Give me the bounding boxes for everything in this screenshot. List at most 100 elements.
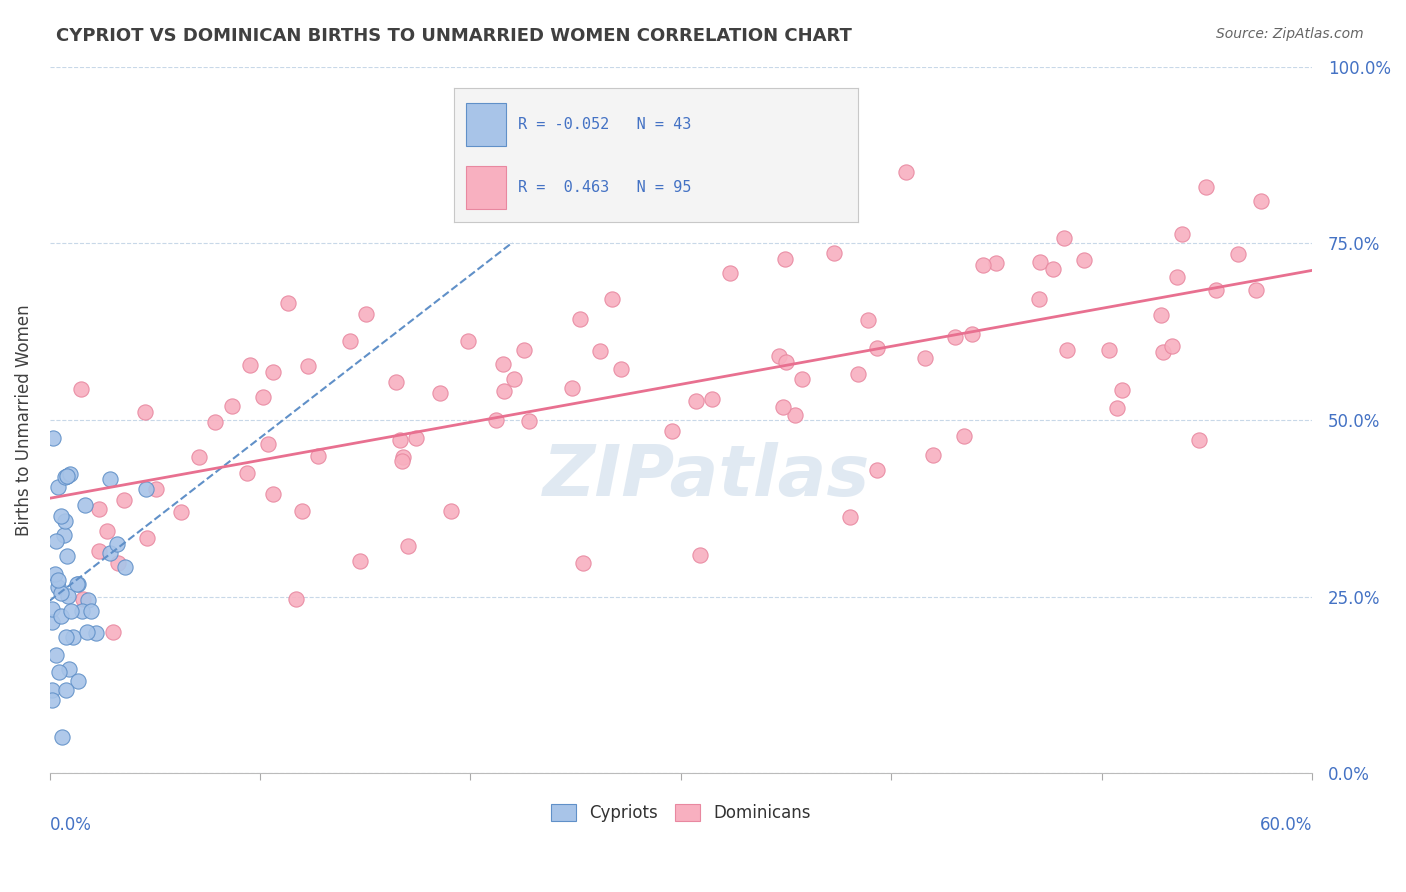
Point — [114, 559, 136, 574]
Point — [45, 648, 67, 662]
Point — [80, 603, 103, 617]
Point — [1073, 253, 1095, 268]
Point — [53, 470, 76, 484]
Point — [69, 382, 91, 396]
Point — [45, 533, 67, 548]
Point — [107, 557, 129, 571]
Point — [1111, 383, 1133, 397]
Point — [1056, 343, 1078, 358]
Point — [773, 252, 796, 266]
Point — [768, 349, 790, 363]
Point — [221, 399, 243, 413]
Point — [1107, 401, 1129, 415]
Point — [187, 450, 209, 465]
Point — [775, 354, 797, 368]
Point — [297, 359, 319, 373]
Point — [252, 390, 274, 404]
Point — [385, 375, 408, 389]
Point — [856, 313, 879, 327]
Point — [609, 362, 631, 376]
Point — [339, 334, 361, 348]
Point — [290, 504, 312, 518]
Point — [55, 630, 77, 644]
Point — [896, 165, 918, 179]
Point — [51, 609, 73, 624]
Point — [391, 454, 413, 468]
Point — [972, 258, 994, 272]
Point — [922, 448, 945, 462]
Point — [502, 372, 524, 386]
Point — [59, 467, 82, 482]
Point — [58, 661, 80, 675]
Point — [1194, 180, 1216, 194]
Point — [494, 384, 516, 398]
Point — [513, 343, 536, 357]
Point — [277, 296, 299, 310]
Point — [572, 556, 595, 570]
Point — [1166, 270, 1188, 285]
Point — [257, 437, 280, 451]
Point — [1098, 343, 1121, 358]
Point — [236, 466, 259, 480]
Point — [87, 544, 110, 558]
Point — [46, 580, 69, 594]
Point — [1205, 283, 1227, 297]
Y-axis label: Births to Unmarried Women: Births to Unmarried Women — [15, 304, 32, 536]
Point — [53, 528, 76, 542]
Point — [519, 414, 541, 428]
Point — [429, 386, 451, 401]
Point — [589, 343, 612, 358]
Point — [783, 409, 806, 423]
Legend: Cypriots, Dominicans: Cypriots, Dominicans — [544, 797, 817, 829]
Point — [1250, 194, 1272, 208]
Point — [66, 673, 89, 688]
Text: ZIPatlas: ZIPatlas — [543, 442, 870, 511]
Point — [823, 246, 845, 260]
Point — [112, 492, 135, 507]
Point — [685, 393, 707, 408]
Point — [98, 546, 121, 560]
Point — [48, 665, 70, 680]
Point — [60, 603, 83, 617]
Point — [307, 449, 329, 463]
Point — [718, 266, 741, 280]
Point — [839, 510, 862, 524]
Point — [1188, 434, 1211, 448]
Point — [53, 515, 76, 529]
Point — [702, 392, 724, 406]
Point — [440, 504, 463, 518]
Point — [103, 624, 125, 639]
Point — [55, 682, 77, 697]
Point — [58, 590, 80, 604]
Point — [98, 472, 121, 486]
Point — [405, 431, 427, 445]
Point — [1053, 231, 1076, 245]
Point — [943, 329, 966, 343]
Point — [866, 341, 889, 355]
Point — [67, 576, 90, 591]
Point — [457, 334, 479, 348]
Point — [76, 624, 98, 639]
Point — [204, 416, 226, 430]
Point — [561, 381, 583, 395]
Point — [953, 429, 976, 443]
Point — [239, 358, 262, 372]
Point — [349, 553, 371, 567]
Point — [49, 509, 72, 524]
Point — [689, 549, 711, 563]
Point — [914, 351, 936, 365]
Point — [866, 463, 889, 477]
Point — [134, 405, 156, 419]
Point — [56, 549, 79, 564]
Point — [568, 311, 591, 326]
Point — [77, 592, 100, 607]
Point — [846, 368, 869, 382]
Point — [263, 365, 285, 379]
Point — [46, 480, 69, 494]
Point — [51, 586, 73, 600]
Point — [492, 357, 515, 371]
Point — [485, 413, 508, 427]
Point — [44, 567, 66, 582]
Point — [41, 693, 63, 707]
Point — [136, 531, 159, 545]
